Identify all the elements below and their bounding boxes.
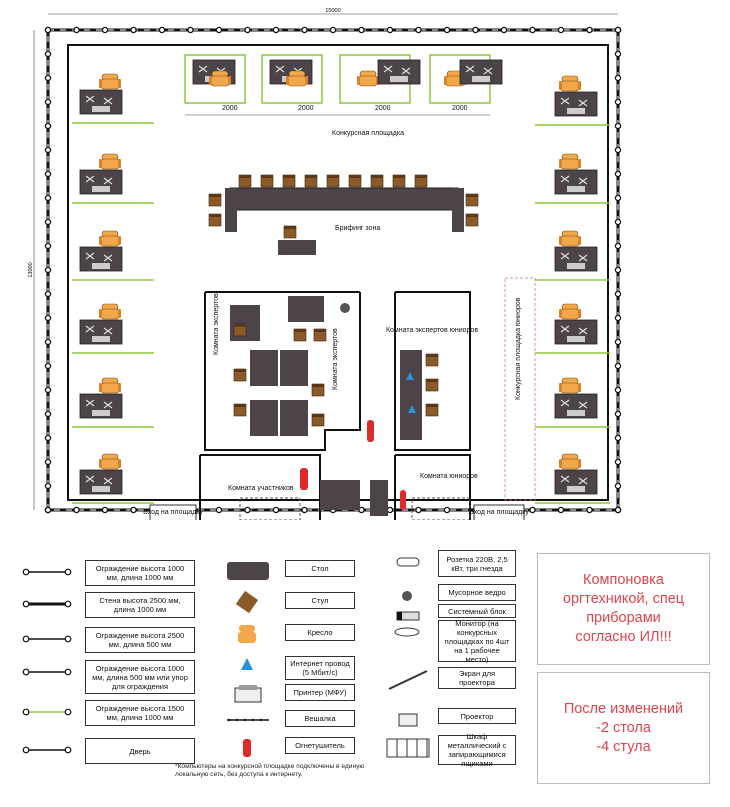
dim-total-width: 15000	[325, 8, 340, 14]
workstation	[535, 377, 610, 428]
juniors-room: Комната юниоров	[320, 454, 478, 520]
entrance-left[interactable]: Вход на площадку	[143, 504, 203, 520]
hanger-icon	[227, 718, 269, 722]
juniors-room-label: Комната юниоров	[420, 473, 478, 480]
briefing-chair	[260, 174, 274, 188]
top-workstations: 2000 2000 2000 2000	[184, 54, 503, 116]
legend-line-icon	[22, 746, 72, 754]
legend-line-icon	[22, 708, 72, 716]
printer-icon	[234, 685, 262, 703]
competition-area-label: Конкурсная площадка	[332, 130, 404, 137]
legend-line-icon	[22, 668, 72, 676]
legend-right-item: Монитор (на конкурсных площадках по 4шт …	[438, 619, 516, 664]
legend-mid-item: Вешалка	[285, 710, 355, 727]
workstation	[72, 153, 154, 204]
dim-gap-2: 2000	[298, 105, 314, 112]
legend-line-icon	[22, 635, 72, 643]
legend-mid-item: Интернет провод (5 Мбит/с)	[285, 656, 355, 680]
dim-gap-4: 2000	[452, 105, 468, 112]
junior-experts-room-label: Комната экспертов юниоров	[386, 327, 478, 334]
workstation	[72, 453, 154, 504]
outer-wall-posts	[44, 26, 622, 514]
svg-text:Вход на площадку: Вход на площадку	[143, 509, 203, 516]
briefing-chair	[282, 174, 296, 188]
workstation	[535, 230, 610, 281]
legend-mid-item: Стол	[285, 560, 355, 577]
workstation	[72, 73, 154, 124]
briefing-chair	[326, 174, 340, 188]
table-icon	[227, 562, 269, 580]
footnote: *Компьютеры на конкурсной площадке подкл…	[175, 763, 365, 778]
note-layout: Компоновка оргтехникой, спец приборами с…	[537, 553, 710, 665]
legend-left-item: Стена высота 2500 мм, длина 1000 мм	[85, 592, 195, 618]
dim-gap-3: 2000	[375, 105, 391, 112]
briefing-chair	[414, 174, 428, 188]
socket-icon	[396, 557, 420, 567]
briefing-chair	[392, 174, 406, 188]
legend-mid-item: Огнетушитель	[285, 737, 355, 754]
note-changes: После изменений -2 стола -4 стула	[537, 672, 710, 784]
right-workstations	[535, 75, 610, 504]
participants-room-label: Комната участников	[228, 485, 294, 492]
workstation	[72, 303, 154, 354]
trash-icon	[402, 591, 412, 601]
experts-room: Комната экспертов Комната экспертов	[204, 291, 374, 451]
dim-gap-1: 2000	[222, 105, 238, 112]
workstation	[72, 377, 154, 428]
junior-competition-label: Конкурсная площадка юниоров	[515, 297, 522, 400]
extinguisher-icon	[243, 739, 251, 757]
legend-mid-item: Принтер (МФУ)	[285, 684, 355, 701]
internet-icon	[241, 658, 253, 670]
junior-experts-room: Комната экспертов юниоров	[386, 291, 478, 451]
floor-plan: 15000 13000 2000 2000 2000 2000 Конкурсн…	[28, 8, 622, 520]
legend-line-icon	[22, 600, 72, 608]
cabinet-icon	[386, 738, 430, 758]
workstation	[535, 453, 610, 504]
legend-right-item: Шкаф металлический с запирающимися ящика…	[438, 732, 516, 768]
armchair-icon	[238, 625, 256, 643]
projector-icon	[398, 713, 418, 727]
legend-left-item: Ограждение высота 1000 мм, длина 500 мм …	[85, 660, 195, 694]
system-unit-icon	[396, 611, 420, 621]
briefing-chair	[304, 174, 318, 188]
chair-icon	[235, 590, 259, 614]
briefing-chair	[348, 174, 362, 188]
screen-icon	[388, 670, 428, 690]
legend-right-item: Мусорное ведро	[438, 584, 516, 601]
legend-left-item: Дверь	[85, 738, 195, 764]
legend-mid-item: Кресло	[285, 624, 355, 641]
workstation	[535, 303, 610, 354]
workstation	[72, 230, 154, 281]
legend-right-item: Проектор	[438, 708, 516, 724]
left-workstations	[72, 73, 154, 504]
svg-text:Вход на площадку: Вход на площадку	[469, 509, 529, 516]
legend-left-item: Ограждение высота 1000 мм, длина 1000 мм	[85, 560, 195, 586]
briefing-chair	[370, 174, 384, 188]
briefing-zone-label: Брифинг зона	[335, 225, 380, 232]
legend-mid-item: Стул	[285, 592, 355, 609]
legend-right-item: Системный блок	[438, 604, 516, 618]
legend-left-item: Ограждение высота 1500 мм, длина 1000 мм	[85, 700, 195, 726]
experts-room-label-2: Комната экспертов	[332, 328, 339, 390]
legend-line-icon	[22, 568, 72, 576]
experts-room-label: Комната экспертов	[213, 293, 220, 355]
monitor-icon	[394, 627, 420, 637]
legend-right-item: Розетка 220В, 2,5 кВт, три гнезда	[438, 550, 516, 577]
entrance-right[interactable]: Вход на площадку	[469, 504, 529, 520]
briefing-zone: Брифинг зона	[208, 174, 479, 255]
workstation	[535, 153, 610, 204]
legend-right-item: Экран для проектора	[438, 667, 516, 689]
dim-total-height: 13000	[28, 262, 34, 277]
legend-left-item: Ограждение высота 2500 мм, длина 500 мм	[85, 627, 195, 653]
workstation	[535, 75, 610, 126]
briefing-chair	[238, 174, 252, 188]
